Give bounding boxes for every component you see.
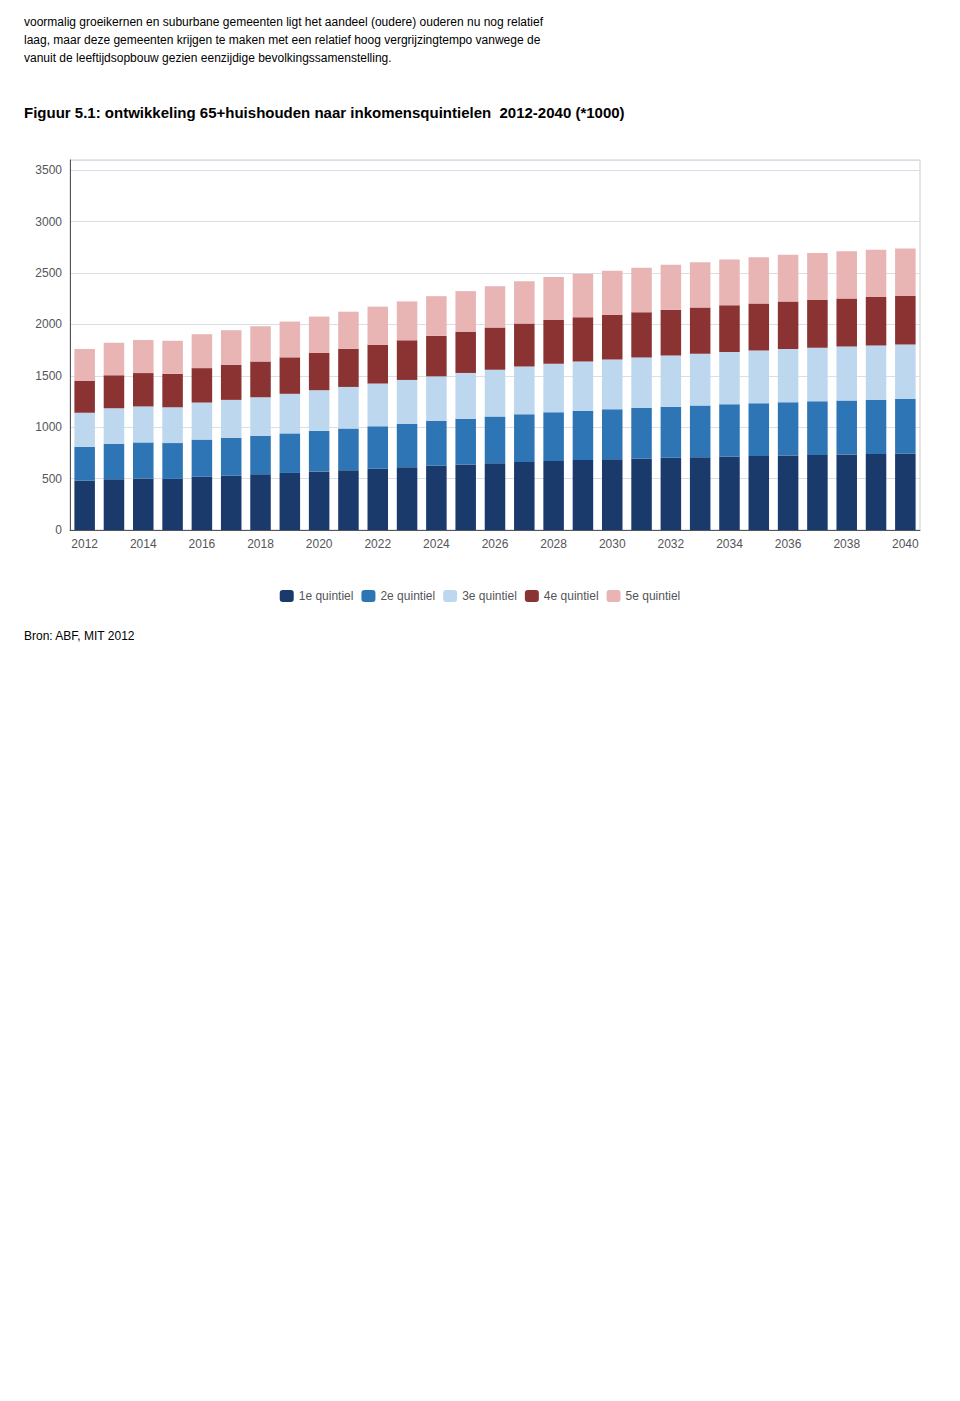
svg-text:2012: 2012 — [71, 537, 98, 551]
svg-text:laag, maar deze gemeenten krij: laag, maar deze gemeenten krijgen te mak… — [24, 33, 541, 47]
svg-text:2018: 2018 — [247, 537, 274, 551]
svg-text:4e quintiel: 4e quintiel — [544, 589, 599, 603]
svg-text:2016: 2016 — [189, 537, 216, 551]
svg-text:1000: 1000 — [35, 420, 62, 434]
svg-text:2014: 2014 — [130, 537, 157, 551]
svg-text:3000: 3000 — [35, 215, 62, 229]
svg-text:2034: 2034 — [716, 537, 743, 551]
svg-text:3e quintiel: 3e quintiel — [462, 589, 517, 603]
svg-text:2038: 2038 — [833, 537, 860, 551]
svg-text:Figuur 5.1: ontwikkeling 65+hu: Figuur 5.1: ontwikkeling 65+huishouden n… — [24, 104, 625, 121]
svg-text:2032: 2032 — [658, 537, 685, 551]
svg-text:2028: 2028 — [540, 537, 567, 551]
svg-text:Bron: ABF, MIT 2012: Bron: ABF, MIT 2012 — [24, 629, 135, 643]
svg-text:3500: 3500 — [35, 163, 62, 177]
svg-text:5e quintiel: 5e quintiel — [626, 589, 681, 603]
svg-text:2040: 2040 — [892, 537, 919, 551]
svg-text:vanuit de leeftijdsopbouw gezi: vanuit de leeftijdsopbouw gezien eenzijd… — [24, 51, 392, 65]
svg-text:1e quintiel: 1e quintiel — [299, 589, 354, 603]
svg-text:2000: 2000 — [35, 317, 62, 331]
svg-text:1500: 1500 — [35, 369, 62, 383]
svg-text:2022: 2022 — [364, 537, 391, 551]
svg-text:500: 500 — [42, 472, 62, 486]
svg-text:0: 0 — [55, 523, 62, 537]
svg-text:2036: 2036 — [775, 537, 802, 551]
svg-text:2500: 2500 — [35, 266, 62, 280]
svg-text:2030: 2030 — [599, 537, 626, 551]
svg-text:2e quintiel: 2e quintiel — [380, 589, 435, 603]
svg-text:2024: 2024 — [423, 537, 450, 551]
svg-text:2020: 2020 — [306, 537, 333, 551]
svg-text:voormalig groeikernen en subur: voormalig groeikernen en suburbane gemee… — [24, 15, 544, 29]
svg-text:2026: 2026 — [482, 537, 509, 551]
